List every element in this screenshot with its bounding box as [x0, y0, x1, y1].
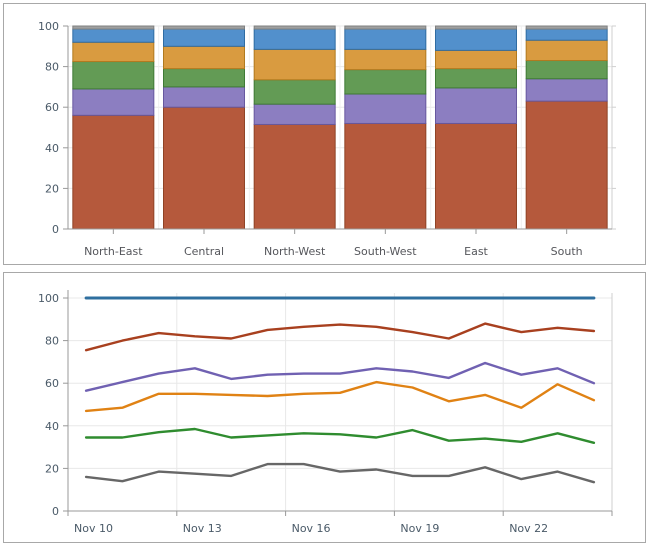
- bar-segment-segment-green[interactable]: [163, 68, 245, 88]
- bar-segment-segment-gray[interactable]: [72, 25, 155, 30]
- bar-segment-segment-rust[interactable]: [435, 122, 517, 230]
- bar-segment-segment-blue[interactable]: [525, 28, 608, 41]
- bar-segment-segment-green[interactable]: [435, 68, 517, 89]
- stacked-bar-chart-surface[interactable]: North-East Central North-West South-West Eas…: [4, 4, 643, 262]
- bar-segment-segment-rust[interactable]: [344, 122, 427, 230]
- x-axis-label: Nov 13: [183, 522, 222, 535]
- category-label: North-West: [264, 245, 326, 258]
- bar-segment-segment-purple[interactable]: [435, 87, 517, 124]
- bar-segment-segment-blue[interactable]: [163, 28, 245, 47]
- bar-segment-segment-gray[interactable]: [435, 25, 517, 30]
- bar-segment-segment-rust[interactable]: [72, 114, 155, 230]
- line-chart-surface[interactable]: 0 20 40 60 80 100 Nov 10 Nov 13 Nov 16 Nov 19 Nov …: [4, 273, 643, 540]
- bar-segment-segment-gold[interactable]: [435, 49, 517, 70]
- bar-segment-segment-purple[interactable]: [525, 78, 608, 102]
- series-line-purple[interactable]: [84, 361, 596, 392]
- y-axis-label: 100: [38, 292, 59, 305]
- bar-segment-segment-gray[interactable]: [163, 25, 245, 30]
- series-line-orange[interactable]: [84, 380, 596, 413]
- y-axis-label: 0: [52, 223, 59, 236]
- series-line-gray[interactable]: [84, 462, 596, 484]
- y-axis-label: 20: [45, 462, 59, 475]
- bar-segment-segment-green[interactable]: [253, 79, 336, 105]
- bar-segment-segment-blue[interactable]: [253, 28, 336, 50]
- bar-segment-segment-gold[interactable]: [253, 48, 336, 81]
- y-axis-label: 60: [45, 377, 59, 390]
- bar-segment-segment-gray[interactable]: [344, 25, 427, 30]
- x-axis-label: Nov 19: [400, 522, 439, 535]
- bar-segment-segment-rust[interactable]: [525, 100, 608, 230]
- y-axis-label: 0: [52, 505, 59, 518]
- bar-segment-segment-gold[interactable]: [72, 41, 155, 63]
- bar-segment-segment-rust[interactable]: [253, 123, 336, 230]
- bar-segment-segment-rust[interactable]: [163, 106, 245, 230]
- series-line-green[interactable]: [84, 427, 596, 445]
- bar-segment-segment-green[interactable]: [72, 61, 155, 90]
- category-label: Central: [184, 245, 224, 258]
- x-axis-label: Nov 10: [74, 522, 113, 535]
- y-axis-label: 20: [45, 182, 59, 195]
- bar-segment-segment-gold[interactable]: [163, 45, 245, 70]
- bar-segment-segment-green[interactable]: [344, 69, 427, 95]
- y-axis-label: 40: [45, 142, 59, 155]
- bar-segment-segment-gray[interactable]: [525, 25, 608, 30]
- category-label: East: [464, 245, 488, 258]
- x-axis-label: Nov 16: [292, 522, 331, 535]
- bar-segment-segment-gray[interactable]: [253, 25, 336, 30]
- bar-segment-segment-purple[interactable]: [344, 93, 427, 124]
- series-line-dark-red[interactable]: [84, 322, 596, 352]
- y-axis-label: 60: [45, 101, 59, 114]
- bar-segment-segment-purple[interactable]: [253, 103, 336, 125]
- y-axis-label: 80: [45, 61, 59, 74]
- y-axis-label: 100: [38, 20, 59, 33]
- bar-segment-segment-purple[interactable]: [163, 86, 245, 108]
- bar-segment-segment-purple[interactable]: [72, 88, 155, 116]
- line-chart-panel: 0 20 40 60 80 100 Nov 10 Nov 13 Nov 16 Nov 19 Nov …: [3, 272, 646, 543]
- x-axis-label: Nov 22: [509, 522, 548, 535]
- category-label: South-West: [354, 245, 417, 258]
- y-axis-label: 40: [45, 420, 59, 433]
- bar-segment-segment-gold[interactable]: [525, 39, 608, 62]
- category-label: North-East: [84, 245, 143, 258]
- bar-segment-segment-blue[interactable]: [72, 28, 155, 43]
- y-axis-label: 80: [45, 335, 59, 348]
- bar-segment-segment-gold[interactable]: [344, 48, 427, 71]
- stacked-bar-chart-panel: North-East Central North-West South-West Eas…: [3, 3, 646, 265]
- bar-segment-segment-blue[interactable]: [435, 28, 517, 51]
- bar-segment-segment-blue[interactable]: [344, 28, 427, 50]
- category-label: South: [551, 245, 583, 258]
- bar-segment-segment-green[interactable]: [525, 60, 608, 80]
